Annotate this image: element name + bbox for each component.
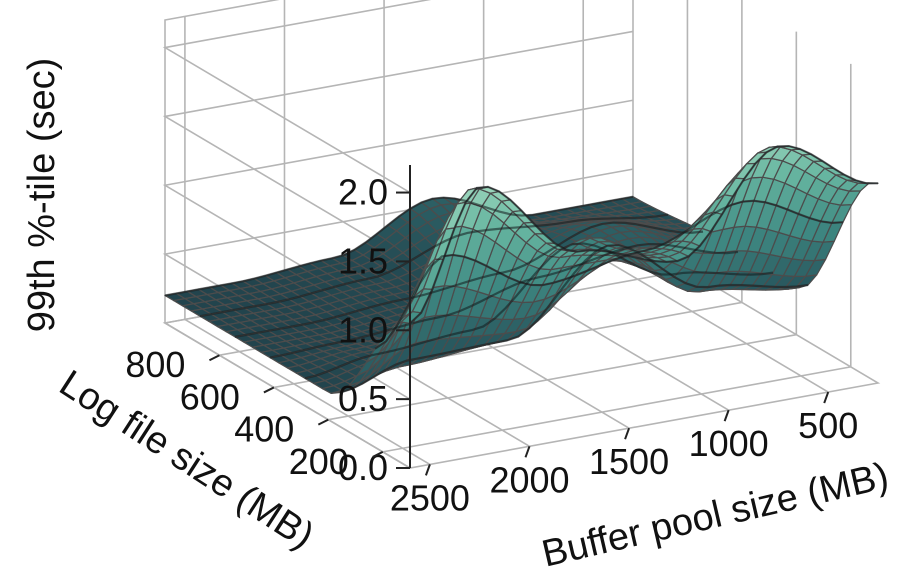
- y-tick-0: [823, 391, 830, 404]
- surface-ridge-8: [339, 244, 809, 394]
- y-tick-3: [524, 445, 531, 458]
- y-tick-label-1: 1000: [689, 423, 769, 464]
- x-tick-2: [263, 386, 275, 394]
- z-tick-label-4: 2.0: [338, 172, 388, 213]
- y-tick-label-4: 2500: [390, 477, 470, 518]
- x-tick-label-1: 400: [234, 409, 294, 450]
- y-tick-4: [424, 464, 431, 476]
- x-tick-1: [317, 418, 329, 426]
- surface-ridge-4: [374, 199, 844, 350]
- y-tick-1: [723, 409, 730, 422]
- z-tick-label-1: 0.5: [338, 378, 388, 419]
- y-tick-label-0: 500: [798, 405, 858, 446]
- x-tick-3: [208, 354, 220, 362]
- y-tick-label-2: 1500: [589, 441, 669, 482]
- x-tick-label-0: 200: [289, 441, 349, 482]
- y-tick-label-3: 2000: [489, 459, 569, 500]
- surface-ridge-0: [409, 144, 879, 325]
- x-tick-label-2: 600: [180, 376, 240, 417]
- surface-ridge-24: [199, 213, 669, 318]
- surface-ridge-12: [304, 242, 774, 380]
- surface-ridge-28: [164, 195, 634, 297]
- z-tick-label-2: 1.0: [338, 309, 388, 350]
- tick-layer: 0.00.51.01.52.02004006008005001000150020…: [125, 165, 858, 518]
- surface-layer: [164, 144, 879, 395]
- y-tick-2: [624, 427, 631, 440]
- z-tick-label-3: 1.5: [338, 240, 388, 281]
- x-tick-0: [372, 450, 384, 458]
- z-axis-title: 99th %-tile (sec): [21, 58, 63, 333]
- surface-ridge-20: [234, 221, 704, 338]
- grid-z-4: [162, 0, 432, 194]
- surface-ridge-16: [269, 242, 739, 359]
- grid-back-frame: [164, 0, 634, 323]
- x-tick-label-3: 800: [125, 344, 185, 385]
